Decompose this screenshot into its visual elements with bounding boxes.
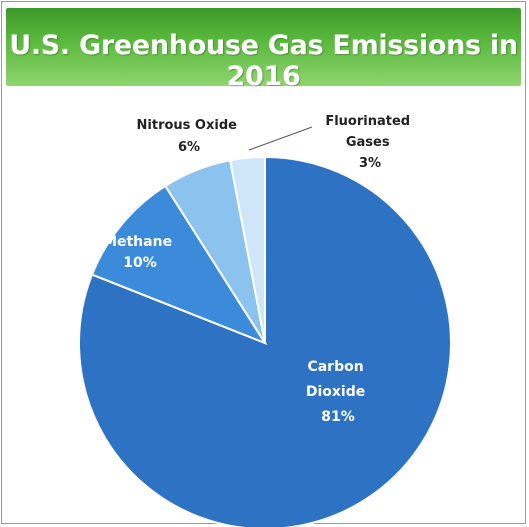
label-carbon-dioxide: Carbon Dioxide 81%: [306, 359, 370, 425]
pie-slice-methane: [90, 184, 268, 346]
pie-slice-fluorinated-gases: [228, 155, 266, 344]
label-methane: Methane 10%: [103, 234, 177, 271]
chart-title: U.S. Greenhouse Gas Emissions in 2016: [9, 30, 518, 92]
pie-slices: [78, 155, 452, 527]
label-nitrous-oxide: Nitrous Oxide 6%: [137, 118, 242, 155]
title-banner: U.S. Greenhouse Gas Emissions in 2016: [6, 8, 521, 92]
label-fluorinated-gases: Fluorinated Gases 3%: [325, 114, 414, 171]
fluorinated-leader-line: [248, 126, 313, 151]
